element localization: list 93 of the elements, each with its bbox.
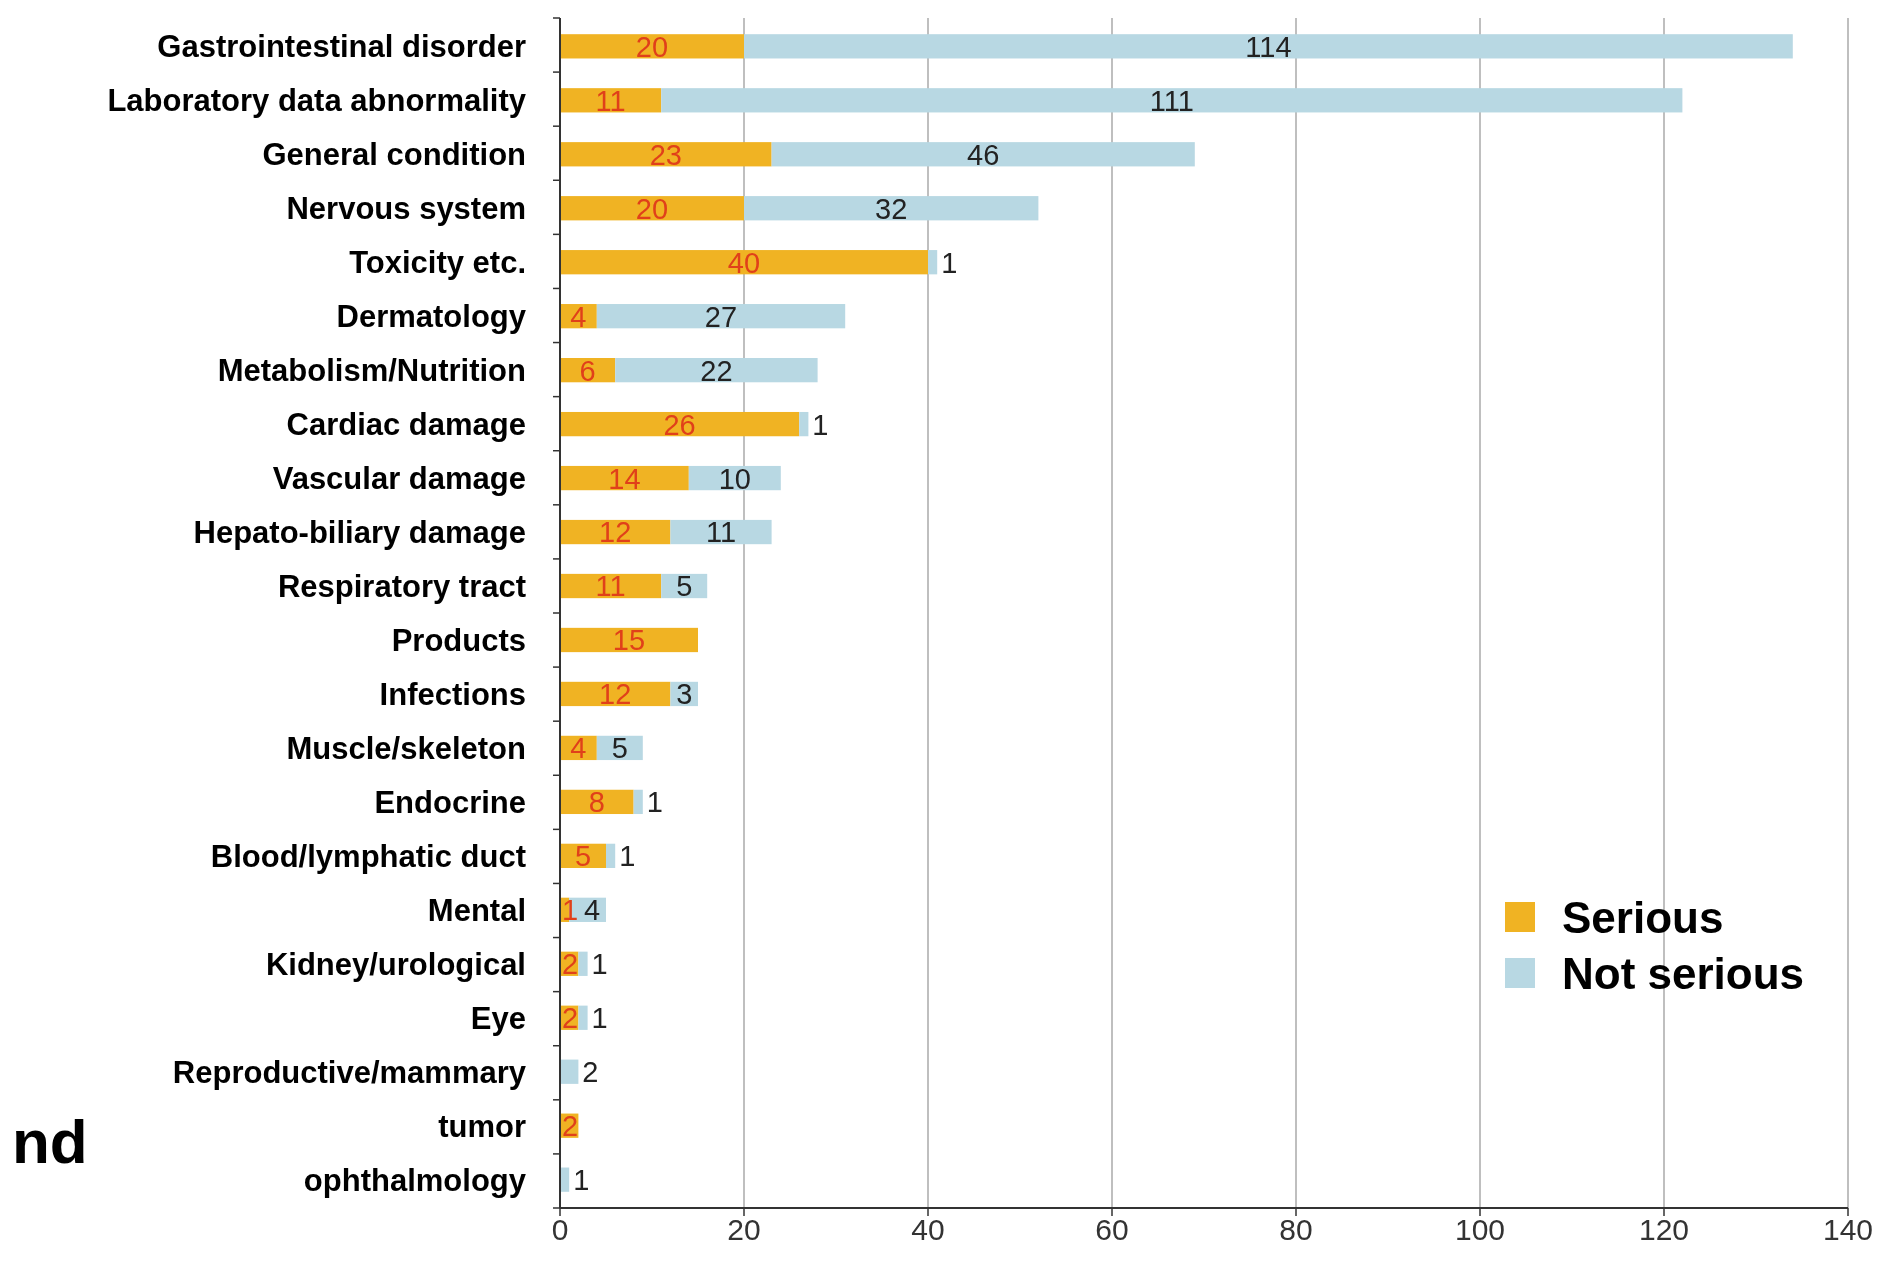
data-label: 11 (595, 570, 626, 603)
data-label: 46 (967, 138, 1000, 171)
bar (596, 304, 846, 329)
x-tick-label: 100 (1454, 1213, 1506, 1246)
data-label: 11 (595, 84, 626, 117)
y-tick-label: Mental (427, 892, 526, 928)
data-label: 3 (676, 678, 693, 711)
bar (560, 250, 928, 275)
y-tick-label: Metabolism/Nutrition (217, 353, 526, 389)
text: nd (12, 1107, 88, 1176)
y-tick-label: Respiratory tract (277, 569, 526, 605)
bar (560, 627, 698, 653)
data-label: 1 (812, 408, 829, 441)
y-tick-label: Endocrine (374, 785, 526, 821)
data-label: 111 (1149, 84, 1194, 117)
data-label: 4 (583, 894, 601, 927)
x-tick-label: 20 (727, 1213, 761, 1246)
data-label: 1 (646, 786, 663, 819)
bar (928, 250, 938, 275)
x-tick-label: 80 (1279, 1213, 1313, 1246)
data-label: 6 (579, 354, 596, 387)
y-tick-label: Toxicity etc. (349, 245, 526, 281)
x-tick-label: 0 (551, 1213, 569, 1246)
x-tick-label: 140 (1822, 1213, 1874, 1246)
bar (744, 34, 1793, 59)
y-tick-label: General condition (262, 137, 526, 173)
y-tick-label: Blood/lymphatic duct (210, 839, 526, 875)
data-label: 12 (599, 678, 632, 711)
data-label: 1 (573, 1164, 590, 1197)
data-label: 40 (727, 246, 761, 279)
bar (560, 411, 800, 437)
y-tick-label: Products (391, 623, 526, 659)
bar (799, 411, 809, 437)
data-label: 22 (700, 354, 733, 387)
data-label: 2 (582, 1056, 599, 1089)
y-tick-label: Kidney/urological (265, 946, 526, 982)
y-tick-label: Cardiac damage (286, 407, 526, 443)
y-tick-label: Infections (379, 677, 526, 713)
y-tick-label: Eye (470, 1000, 526, 1036)
data-label: 2 (561, 948, 579, 981)
legend-label: Not serious (1562, 948, 1805, 998)
data-label: 14 (608, 462, 641, 495)
data-label: 1 (619, 840, 636, 873)
data-label: 4 (570, 732, 587, 765)
data-label: 5 (676, 570, 693, 603)
bar (578, 951, 588, 976)
x-tick-label: 40 (911, 1213, 945, 1246)
y-tick-label: Gastrointestinal disorder (157, 29, 526, 65)
y-tick-label: tumor (438, 1108, 526, 1144)
data-label: 15 (612, 624, 646, 657)
bar (560, 196, 744, 221)
data-label: 1 (591, 948, 608, 981)
data-label: 20 (635, 30, 669, 63)
y-tick-label: Laboratory data abnormality (107, 83, 527, 119)
data-label: 2 (561, 1002, 579, 1035)
data-label: 1 (941, 246, 958, 279)
data-label: 23 (649, 138, 682, 171)
y-tick-label: Dermatology (336, 299, 527, 335)
bar (560, 142, 772, 167)
data-label: 11 (705, 516, 737, 549)
bar (615, 358, 818, 383)
data-label: 1 (591, 1002, 608, 1035)
bar (744, 196, 1039, 221)
bar (606, 843, 616, 868)
legend-label: Serious (1562, 892, 1724, 942)
data-label: 2 (561, 1110, 579, 1143)
y-tick-label: ophthalmology (303, 1162, 527, 1198)
data-label: 5 (574, 840, 592, 873)
data-label: 26 (663, 408, 696, 441)
bar (670, 519, 772, 545)
data-label: 12 (599, 516, 632, 549)
data-label: 32 (875, 192, 908, 225)
bar (578, 1005, 588, 1030)
bar (560, 1059, 579, 1084)
y-tick-label: Nervous system (286, 191, 526, 227)
bar (633, 789, 643, 815)
x-tick-label: 120 (1638, 1213, 1690, 1246)
bar (661, 88, 1683, 113)
y-tick-label: Hepato-biliary damage (193, 515, 526, 551)
y-tick-label: Muscle/skeleton (286, 731, 526, 767)
data-label: 8 (588, 786, 605, 819)
bar (560, 465, 689, 491)
data-label: 5 (611, 732, 628, 765)
bar (771, 142, 1195, 167)
x-tick-label: 60 (1095, 1213, 1129, 1246)
data-label: 10 (718, 462, 751, 495)
data-label: 114 (1245, 30, 1292, 63)
data-label: 27 (704, 300, 738, 333)
bar (560, 34, 744, 59)
y-tick-label: Vascular damage (272, 461, 526, 497)
data-label: 4 (570, 300, 587, 333)
y-tick-label: Reproductive/mammary (172, 1054, 527, 1090)
data-label: 20 (635, 192, 669, 225)
